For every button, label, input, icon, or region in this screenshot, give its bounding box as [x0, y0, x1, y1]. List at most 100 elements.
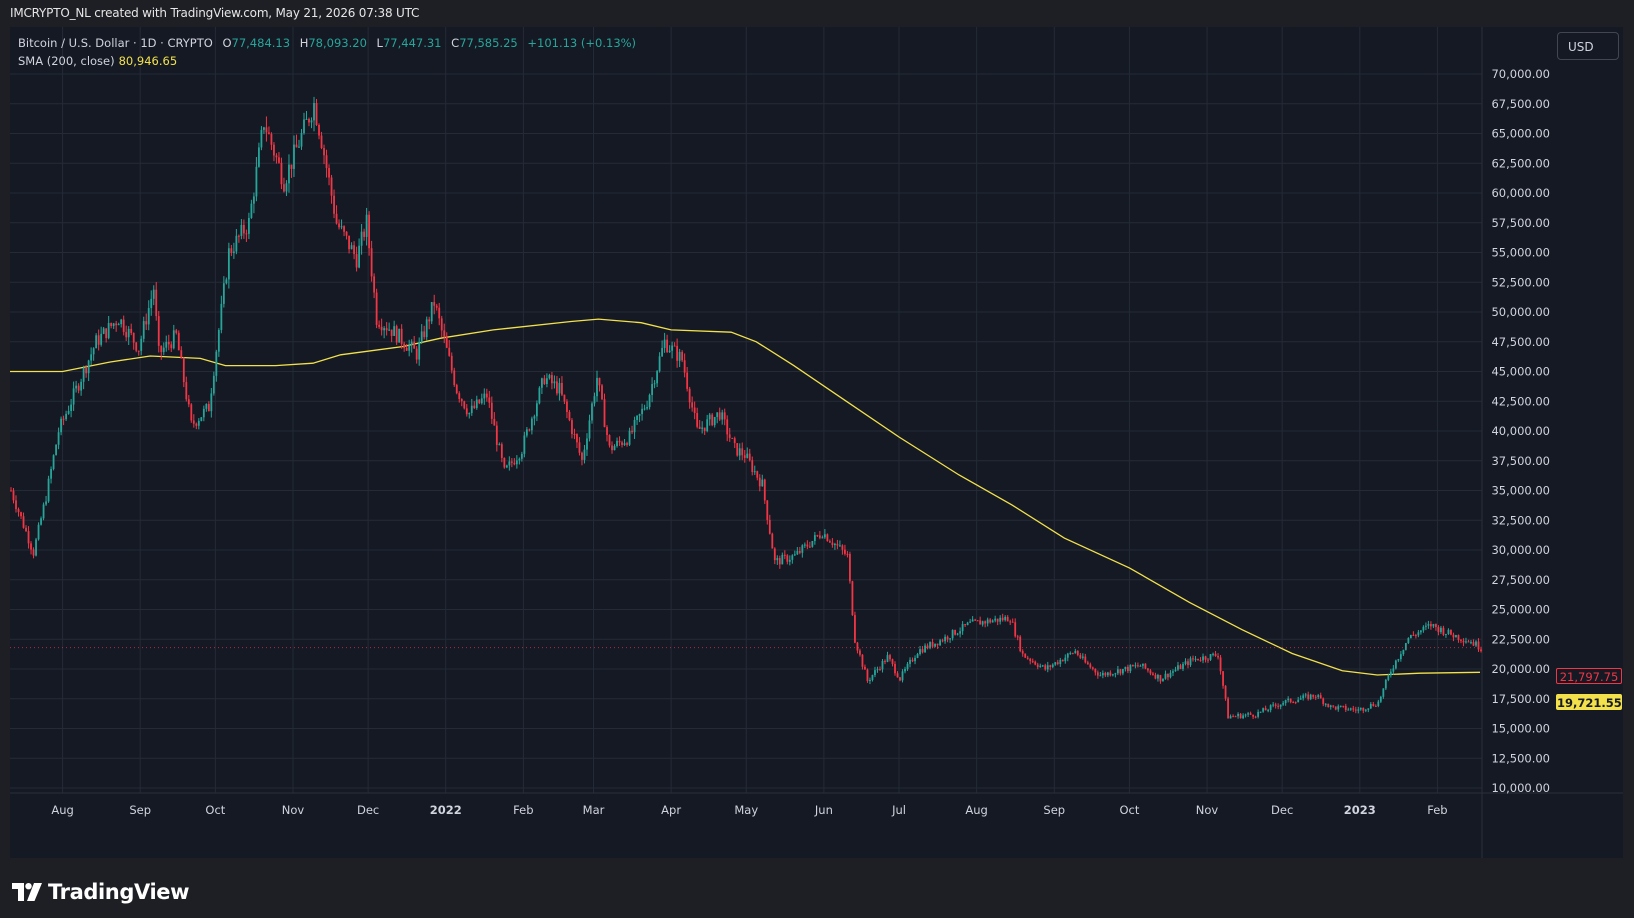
legend-symbol[interactable]: Bitcoin / U.S. Dollar · 1D · CRYPTO	[18, 36, 213, 50]
candle-down	[1076, 650, 1079, 656]
candle-down	[27, 531, 30, 544]
candle-down	[566, 401, 568, 413]
legend-sma-row[interactable]: SMA (200, close) 80,946.65	[18, 52, 642, 70]
candle-down	[741, 448, 744, 456]
y-tick-label: 62,500.00	[1491, 156, 1550, 170]
candle-up	[541, 378, 543, 388]
candle-up	[75, 385, 78, 389]
candle-down	[1192, 658, 1194, 660]
candle-up	[1339, 705, 1342, 707]
candle-up	[708, 414, 711, 420]
x-tick-label: Nov	[1196, 803, 1219, 817]
candle-up	[1284, 700, 1287, 704]
candle-down	[931, 642, 934, 647]
candle-down	[698, 426, 701, 429]
candle-down	[22, 516, 25, 528]
candle-down	[1219, 657, 1222, 672]
candle-up	[127, 328, 130, 338]
candle-down	[1314, 696, 1317, 698]
x-axis[interactable]: Aug Sep Oct Nov Dec 2022 Feb Mar Apr May Jun Jul Aug…	[51, 803, 1447, 817]
candle-down	[270, 133, 273, 145]
candle-down	[1437, 627, 1440, 633]
candle-down	[851, 581, 854, 616]
x-tick-label: Apr	[661, 803, 681, 817]
candle-up	[671, 345, 674, 351]
candle-down	[450, 355, 453, 371]
candle-up	[1046, 665, 1049, 670]
candle-down	[543, 378, 546, 385]
candle-up	[593, 396, 596, 404]
candle-down	[603, 399, 606, 428]
candle-up	[871, 675, 874, 680]
candle-up	[483, 393, 486, 399]
y-axis[interactable]: 70,000.00 67,500.00 65,000.00 62,500.00 60,0…	[1491, 67, 1550, 795]
candle-down	[440, 318, 443, 331]
candle-up	[410, 341, 413, 346]
candle-up	[1121, 669, 1124, 674]
candle-down	[941, 640, 944, 642]
candle-down	[157, 316, 160, 346]
candle-up	[1039, 665, 1042, 667]
candle-down	[1152, 673, 1154, 675]
candle-down	[743, 455, 746, 458]
candle-down	[485, 393, 488, 398]
candle-up	[305, 118, 308, 120]
candle-up	[210, 393, 213, 412]
candle-up	[633, 419, 636, 433]
candle-down	[1001, 617, 1004, 621]
candle-down	[718, 412, 721, 420]
candle-up	[388, 329, 391, 331]
candle-down	[921, 649, 924, 653]
candle-up	[285, 183, 288, 192]
candle-up	[523, 435, 526, 454]
x-tick-label: 2022	[430, 803, 462, 817]
candle-down	[1071, 653, 1074, 655]
candle-up	[648, 394, 651, 408]
candle-up	[1317, 695, 1320, 698]
price-chart[interactable]: 70,000.00 67,500.00 65,000.00 62,500.00 60,0…	[10, 27, 1623, 858]
candle-up	[1116, 669, 1119, 674]
candle-down	[551, 375, 553, 384]
candle-up	[1184, 661, 1187, 664]
candle-up	[1475, 641, 1477, 646]
y-tick-label: 27,500.00	[1491, 573, 1550, 587]
candle-up	[1357, 709, 1360, 711]
candle-down	[1147, 668, 1149, 671]
candle-up	[651, 384, 653, 395]
candle-down	[1006, 616, 1009, 622]
candle-up	[1379, 696, 1382, 702]
candle-down	[453, 370, 456, 386]
candle-up	[839, 545, 841, 547]
candle-down	[1234, 716, 1237, 718]
currency-button[interactable]: USD	[1557, 32, 1619, 60]
candle-up	[1337, 706, 1340, 710]
candle-up	[92, 348, 95, 355]
tradingview-logo[interactable]: TradingView	[12, 876, 189, 908]
candle-down	[1334, 706, 1337, 710]
candle-down	[1332, 705, 1335, 707]
candle-down	[891, 659, 894, 664]
candle-down	[1207, 659, 1209, 661]
y-tick-label: 60,000.00	[1491, 186, 1550, 200]
candle-up	[1382, 688, 1385, 697]
candle-down	[686, 372, 689, 389]
candle-down	[77, 385, 80, 391]
y-tick-label: 70,000.00	[1491, 67, 1550, 81]
candle-down	[1374, 705, 1377, 707]
candle-down	[1089, 664, 1092, 668]
candle-up	[147, 308, 150, 325]
chart-panel[interactable]: 70,000.00 67,500.00 65,000.00 62,500.00 60,0…	[10, 27, 1623, 858]
candle-up	[300, 133, 303, 147]
candle-down	[458, 393, 461, 400]
candle-up	[558, 382, 561, 394]
candle-down	[693, 407, 696, 413]
candle-up	[1059, 659, 1062, 665]
candle-down	[395, 326, 398, 343]
candle-down	[758, 477, 761, 487]
candle-down	[1249, 713, 1252, 715]
candle-down	[974, 619, 977, 621]
candle-down	[1477, 641, 1480, 650]
candle-up	[253, 196, 255, 204]
candle-down	[989, 619, 992, 623]
candle-down	[185, 382, 188, 400]
